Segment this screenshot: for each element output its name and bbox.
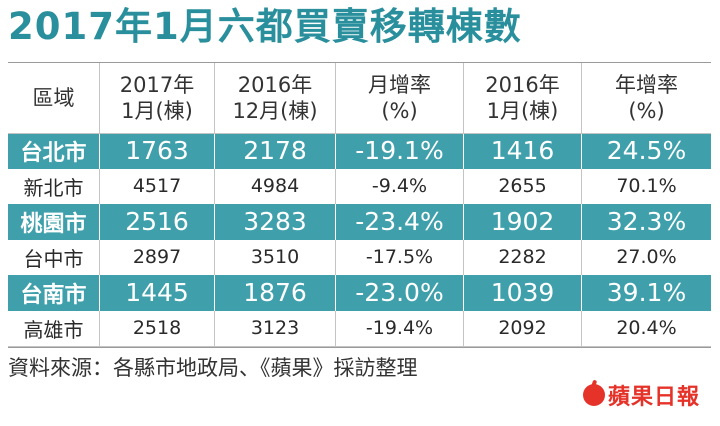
mom-cell: -17.5% — [336, 239, 464, 275]
mom-cell: -19.4% — [336, 310, 464, 346]
yoy-cell: 70.1% — [616, 175, 677, 198]
dec2016-cell: 2178 — [215, 133, 336, 169]
header-yoy-line2: (%) — [628, 99, 665, 123]
jan2017-cell: 1445 — [100, 275, 215, 311]
header-dec2016: 2016年 12月(棟) — [215, 63, 336, 133]
jan2016-cell: 2092 — [464, 310, 582, 346]
dec2016-cell: 3510 — [215, 239, 336, 275]
mom-cell: -19.1% — [336, 133, 464, 169]
page-title: 2017年1月六都買賣移轉棟數 — [8, 5, 522, 48]
dec2016-cell: 4984 — [215, 168, 336, 204]
jan2016-cell: 1902 — [464, 204, 582, 240]
header-jan2017: 2017年 1月(棟) — [100, 63, 215, 133]
jan2017-cell: 2897 — [100, 239, 215, 275]
header-mom-line1: 月增率 — [368, 73, 431, 97]
yoy-cell: 32.3% — [606, 207, 687, 237]
mom-cell: -23.4% — [336, 204, 464, 240]
table-row: 台中市 2897 3510 -17.5% 2282 27.0% — [8, 239, 711, 275]
header-jan2017-line1: 2017年 — [119, 73, 195, 97]
yoy-cell: 24.5% — [606, 136, 687, 166]
yoy-cell: 27.0% — [616, 246, 677, 269]
dec2016-cell: 1876 — [215, 275, 336, 311]
header-yoy: 年增率 (%) — [582, 63, 711, 133]
yoy-cell: 39.1% — [606, 278, 687, 308]
table-header: 區域 2017年 1月(棟) 2016年 12月(棟) 月增率 (%) 2016… — [8, 63, 711, 133]
header-region-label: 區域 — [32, 86, 75, 110]
header-jan2016-line2: 1月(棟) — [486, 99, 559, 123]
mom-cell: -23.0% — [336, 275, 464, 311]
row-divider — [8, 346, 711, 347]
jan2016-cell: 2282 — [464, 239, 582, 275]
region-cell: 台北市 — [8, 133, 100, 169]
mom-cell: -9.4% — [336, 168, 464, 204]
header-jan2016-line1: 2016年 — [485, 73, 560, 97]
jan2016-cell: 2655 — [464, 168, 582, 204]
data-table: 區域 2017年 1月(棟) 2016年 12月(棟) 月增率 (%) 2016… — [8, 62, 711, 348]
region-cell: 台南市 — [8, 275, 100, 311]
logo-text: 蘋果日報 — [608, 385, 701, 410]
table-row: 新北市 4517 4984 -9.4% 2655 70.1% — [8, 168, 711, 204]
region-cell: 桃園市 — [8, 204, 100, 240]
table-row: 台南市 1445 1876 -23.0% 1039 39.1% — [8, 275, 711, 311]
jan2017-cell: 1763 — [100, 133, 215, 169]
dec2016-cell: 3123 — [215, 310, 336, 346]
header-jan2016: 2016年 1月(棟) — [464, 63, 582, 133]
logo: 蘋果日報 — [583, 381, 701, 410]
header-dec2016-line2: 12月(棟) — [232, 99, 318, 123]
table-row: 台北市 1763 2178 -19.1% 1416 24.5% — [8, 133, 711, 169]
header-mom-line2: (%) — [381, 99, 418, 123]
source-note: 資料來源：各縣市地政局、《蘋果》採訪整理 — [8, 356, 418, 380]
jan2017-cell: 2516 — [100, 204, 215, 240]
dec2016-cell: 3283 — [215, 204, 336, 240]
jan2017-cell: 2518 — [100, 310, 215, 346]
header-region: 區域 — [8, 63, 100, 133]
header-jan2017-line2: 1月(棟) — [121, 99, 193, 123]
header-yoy-line1: 年增率 — [615, 73, 678, 97]
apple-icon — [583, 384, 605, 406]
table-row: 桃園市 2516 3283 -23.4% 1902 32.3% — [8, 204, 711, 240]
header-mom: 月增率 (%) — [336, 63, 464, 133]
region-cell: 高雄市 — [8, 310, 100, 346]
region-cell: 新北市 — [8, 168, 100, 204]
yoy-cell: 20.4% — [616, 317, 677, 340]
row-divider — [8, 133, 711, 134]
jan2016-cell: 1416 — [464, 133, 582, 169]
jan2017-cell: 4517 — [100, 168, 215, 204]
jan2016-cell: 1039 — [464, 275, 582, 311]
header-dec2016-line1: 2016年 — [237, 73, 313, 97]
table-row: 高雄市 2518 3123 -19.4% 2092 20.4% — [8, 310, 711, 346]
region-cell: 台中市 — [8, 239, 100, 275]
